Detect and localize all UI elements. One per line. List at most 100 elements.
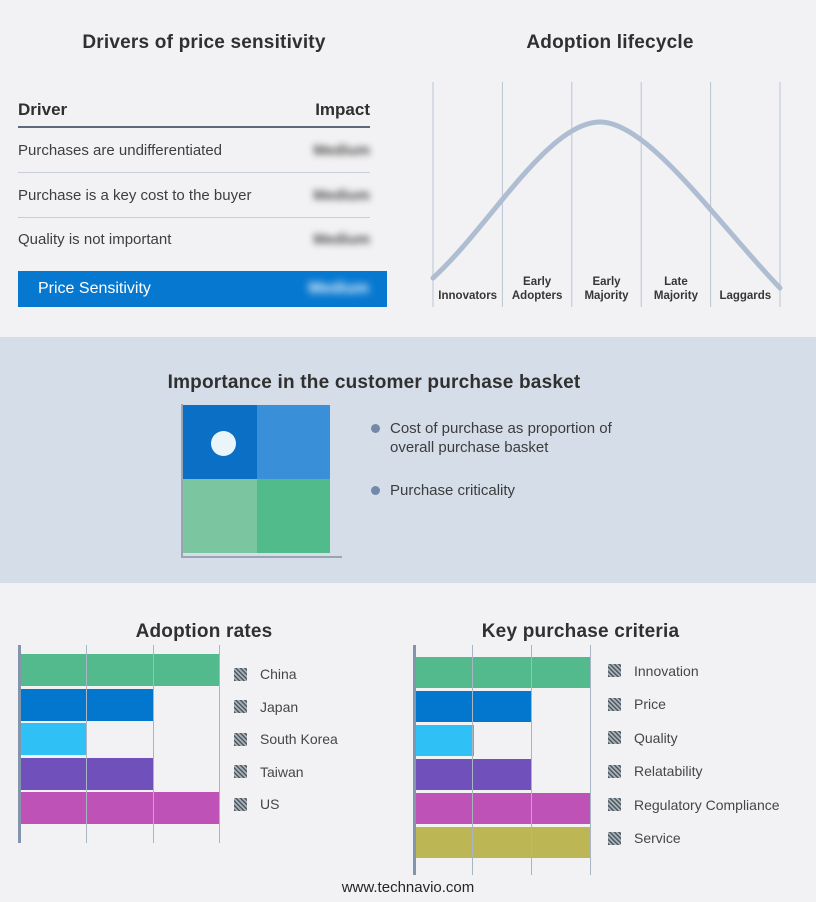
- stage-label-laggards: Laggards: [719, 290, 772, 302]
- purchase-basket-quadrant: [183, 405, 330, 553]
- impact-cell-redacted: Medium: [313, 141, 370, 159]
- driver-cell: Quality is not important: [18, 230, 172, 248]
- legend-swatch-redacted-icon: [608, 664, 621, 678]
- gridline: [153, 645, 154, 843]
- bar-quality: [415, 725, 474, 756]
- legend-label: Regulatory Compliance: [634, 796, 780, 813]
- y-axis: [413, 645, 416, 875]
- legend-item: China: [234, 658, 338, 691]
- criteria-bars: [415, 645, 591, 875]
- drivers-table: Driver Impact Purchases are undifferenti…: [18, 94, 370, 260]
- key-purchase-criteria-bar-chart: [413, 645, 591, 875]
- quadrant-top-right: [256, 405, 330, 479]
- column-header-impact: Impact: [315, 100, 370, 119]
- legend-item: Service: [608, 822, 780, 856]
- drivers-panel-title: Drivers of price sensitivity: [82, 31, 326, 53]
- gridline: [590, 645, 591, 875]
- basket-panel-title: Importance in the customer purchase bask…: [167, 371, 581, 393]
- key-purchase-criteria-legend: Innovation Price Quality Relatability Re…: [608, 654, 780, 855]
- legend-label: Japan: [260, 698, 299, 715]
- legend-swatch-redacted-icon: [608, 798, 621, 812]
- legend-label: South Korea: [260, 731, 338, 748]
- legend-label: US: [260, 796, 280, 813]
- legend-item: US: [234, 788, 338, 821]
- legend-label: Price: [634, 696, 666, 713]
- bullet-text: Cost of purchase as proportion of overal…: [390, 420, 612, 456]
- adoption-rates-bar-chart: [18, 645, 220, 843]
- legend-swatch-redacted-icon: [234, 797, 247, 811]
- adoption-rates-title: Adoption rates: [135, 620, 273, 642]
- table-row: Purchase is a key cost to the buyer Medi…: [18, 173, 370, 218]
- gridline: [472, 645, 473, 875]
- driver-cell: Purchase is a key cost to the buyer: [18, 186, 252, 204]
- quadrant-bottom-right: [256, 479, 330, 553]
- adoption-bars: [20, 645, 220, 843]
- legend-item: Taiwan: [234, 756, 338, 789]
- bullet-text: Purchase criticality: [390, 482, 516, 499]
- legend-label: Service: [634, 830, 681, 847]
- impact-cell-redacted: Medium: [313, 230, 370, 248]
- price-sensitivity-summary-bar: Price Sensitivity Medium: [18, 271, 387, 307]
- legend-label: Relatability: [634, 763, 703, 780]
- bell-curve: [430, 119, 783, 291]
- bar-price: [415, 691, 533, 722]
- legend-item: Quality: [608, 721, 780, 755]
- quadrant-position-dot: [211, 431, 236, 456]
- driver-cell: Purchases are undifferentiated: [18, 141, 223, 159]
- legend-swatch-redacted-icon: [234, 732, 247, 746]
- table-row: Quality is not important Medium: [18, 218, 370, 260]
- gridline: [86, 645, 87, 843]
- bar-relatability: [415, 759, 533, 790]
- stage-label-late-majority: Late Majority: [653, 276, 698, 302]
- quadrant-x-axis: [181, 556, 342, 558]
- column-header-driver: Driver: [18, 100, 68, 119]
- legend-label: China: [260, 666, 297, 683]
- legend-item: Innovation: [608, 654, 780, 688]
- list-item: Purchase criticality: [371, 481, 639, 500]
- legend-item: South Korea: [234, 723, 338, 756]
- bar-innovation: [415, 657, 591, 688]
- bar-service: [415, 827, 591, 858]
- legend-label: Quality: [634, 729, 678, 746]
- price-sensitivity-label: Price Sensitivity: [38, 280, 151, 297]
- lifecycle-stage-labels: Innovators Early Adopters Early Majority…: [433, 266, 780, 304]
- legend-swatch-redacted-icon: [608, 764, 621, 778]
- adoption-rates-legend: China Japan South Korea Taiwan US: [234, 658, 338, 821]
- bar-regulatory-compliance: [415, 793, 591, 824]
- y-axis: [18, 645, 21, 843]
- legend-swatch-redacted-icon: [608, 831, 621, 845]
- quadrant-y-axis: [181, 404, 183, 557]
- legend-swatch-redacted-icon: [234, 700, 247, 714]
- bar-south-korea: [20, 723, 87, 755]
- legend-item: Japan: [234, 691, 338, 724]
- list-item: Cost of purchase as proportion of overal…: [371, 419, 639, 457]
- key-purchase-criteria-title: Key purchase criteria: [481, 620, 680, 642]
- legend-item: Regulatory Compliance: [608, 788, 780, 822]
- bar-us: [20, 792, 220, 824]
- gridline: [219, 645, 220, 843]
- technavio-url: www.technavio.com: [341, 879, 475, 896]
- table-row: Purchases are undifferentiated Medium: [18, 128, 370, 173]
- lifecycle-bell-curve-chart: [430, 82, 783, 307]
- legend-label: Taiwan: [260, 763, 304, 780]
- quadrant-bottom-left: [183, 479, 257, 553]
- gridline: [531, 645, 532, 875]
- drivers-table-header: Driver Impact: [18, 94, 370, 128]
- legend-swatch-redacted-icon: [234, 667, 247, 681]
- lifecycle-panel-title: Adoption lifecycle: [526, 31, 694, 53]
- basket-bullet-list: Cost of purchase as proportion of overal…: [371, 419, 639, 524]
- legend-item: Price: [608, 688, 780, 722]
- purchase-basket-band: [0, 337, 816, 583]
- bullet-icon: [371, 486, 380, 495]
- legend-swatch-redacted-icon: [234, 765, 247, 779]
- legend-swatch-redacted-icon: [608, 731, 621, 745]
- legend-swatch-redacted-icon: [608, 697, 621, 711]
- legend-label: Innovation: [634, 662, 699, 679]
- impact-cell-redacted: Medium: [313, 186, 370, 204]
- bullet-icon: [371, 424, 380, 433]
- price-sensitivity-impact-redacted: Medium: [308, 280, 369, 297]
- bar-china: [20, 654, 220, 686]
- stage-label-early-majority: Early Majority: [584, 276, 629, 302]
- stage-label-early-adopters: Early Adopters: [511, 276, 563, 302]
